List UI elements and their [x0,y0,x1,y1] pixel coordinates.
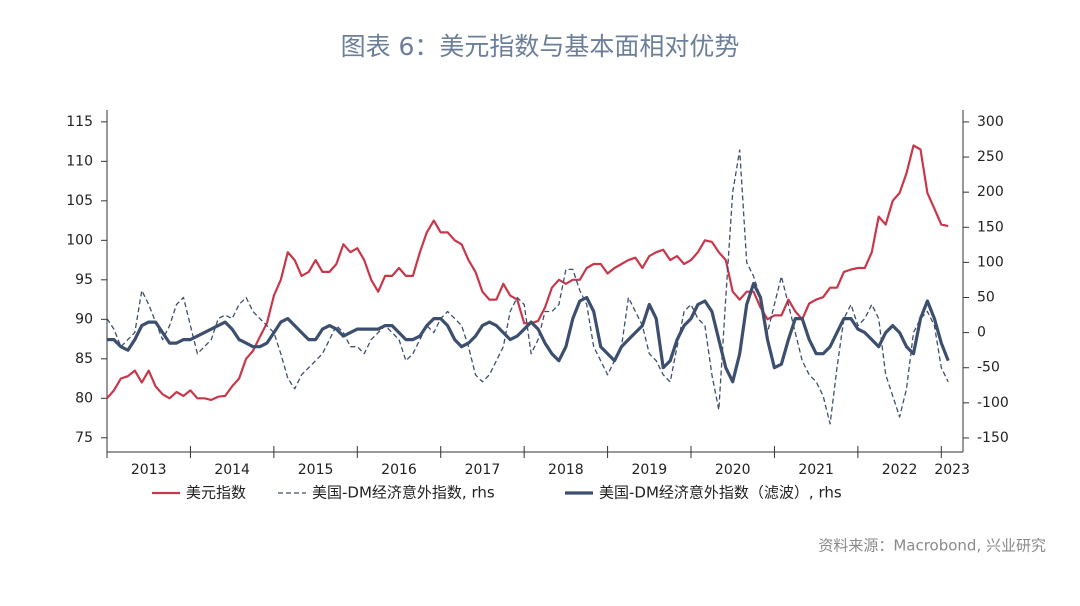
x-tick-label: 2015 [298,462,334,478]
y-tick-label: 100 [66,232,93,248]
y-tick-label: 85 [75,351,93,367]
x-tick-label: 2022 [882,462,918,478]
y-tick-label: 80 [75,390,93,406]
x-tick-label: 2016 [381,462,417,478]
source-note: 资料来源：Macrobond, 兴业研究 [818,537,1046,555]
y2-tick-label: 200 [977,184,1004,200]
legend-label: 美元指数 [186,484,246,502]
x-tick-label: 2020 [715,462,751,478]
y-tick-label: 75 [75,430,93,446]
y-tick-label: 95 [75,272,93,288]
y2-tick-label: 50 [977,290,995,306]
x-tick-label: 2014 [214,462,250,478]
y2-tick-label: 150 [977,219,1004,235]
y-tick-label: 105 [66,193,93,209]
x-tick-label: 2021 [798,462,834,478]
y2-tick-label: 250 [977,149,1004,165]
y2-tick-label: -150 [977,430,1009,446]
y2-tick-label: -100 [977,395,1009,411]
y2-tick-label: 0 [977,325,986,341]
series-line [107,281,950,384]
x-tick-label: 2019 [631,462,667,478]
y-tick-label: 110 [66,153,93,169]
y-tick-label: 90 [75,311,93,327]
y-tick-label: 115 [66,114,93,130]
x-tick-label: 2023 [934,462,970,478]
series-line [106,149,949,425]
series-line [106,144,949,401]
y2-tick-label: 300 [977,114,1004,130]
x-tick-label: 2018 [548,462,584,478]
y2-tick-label: -50 [977,360,1000,376]
chart-title: 图表 6：美元指数与基本面相对优势 [341,32,740,61]
y2-tick-label: 100 [977,254,1004,270]
x-tick-label: 2017 [465,462,501,478]
legend-label: 美国-DM经济意外指数, rhs [312,484,495,502]
x-tick-label: 2013 [131,462,167,478]
legend-label: 美国-DM经济意外指数（滤波）, rhs [599,484,842,502]
